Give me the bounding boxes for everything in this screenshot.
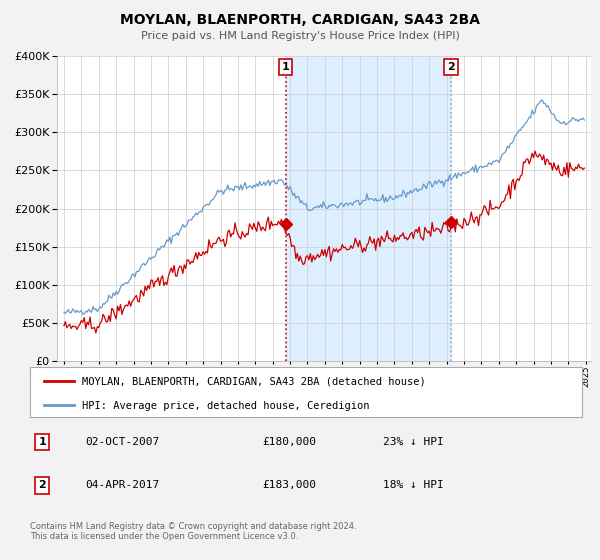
Text: MOYLAN, BLAENPORTH, CARDIGAN, SA43 2BA (detached house): MOYLAN, BLAENPORTH, CARDIGAN, SA43 2BA (… [82,377,426,387]
Text: 23% ↓ HPI: 23% ↓ HPI [383,437,444,447]
Bar [286,56,451,361]
Text: 1: 1 [282,62,290,72]
Text: £183,000: £183,000 [262,480,316,491]
Text: £180,000: £180,000 [262,437,316,447]
Text: 02-OCT-2007: 02-OCT-2007 [85,437,160,447]
Text: MOYLAN, BLAENPORTH, CARDIGAN, SA43 2BA: MOYLAN, BLAENPORTH, CARDIGAN, SA43 2BA [120,13,480,27]
Text: Contains HM Land Registry data © Crown copyright and database right 2024.
This d: Contains HM Land Registry data © Crown c… [30,522,356,542]
Text: 2: 2 [447,62,455,72]
Text: Price paid vs. HM Land Registry's House Price Index (HPI): Price paid vs. HM Land Registry's House … [140,31,460,41]
Text: 1: 1 [38,437,46,447]
Text: 2: 2 [38,480,46,491]
Text: 04-APR-2017: 04-APR-2017 [85,480,160,491]
Text: 18% ↓ HPI: 18% ↓ HPI [383,480,444,491]
Text: HPI: Average price, detached house, Ceredigion: HPI: Average price, detached house, Cere… [82,401,370,411]
